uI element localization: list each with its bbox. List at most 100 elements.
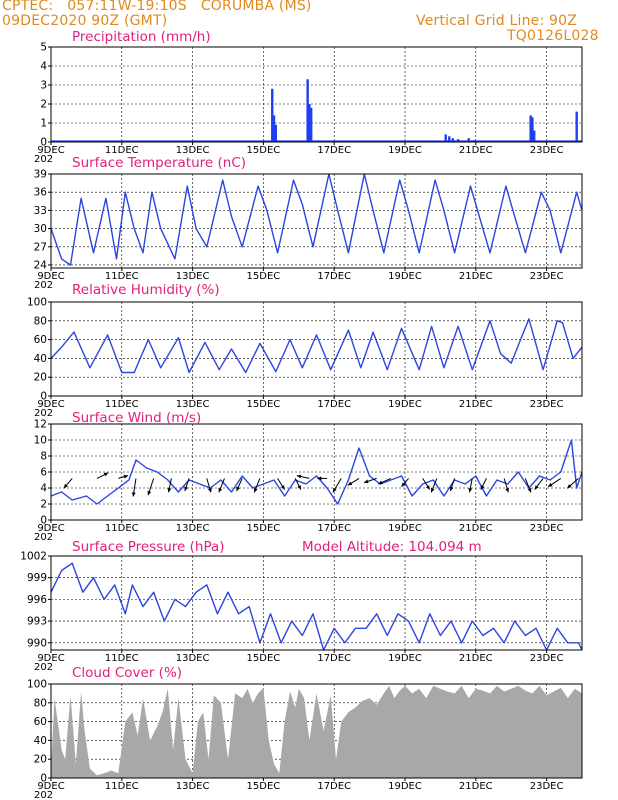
rh-ytick-label: 20	[34, 372, 47, 384]
temp-xtick-cut-label: 202	[34, 280, 53, 291]
precip-bar	[533, 130, 536, 142]
temp-ytick-label: 39	[34, 169, 47, 181]
pres-line	[50, 562, 583, 651]
precip-bar	[306, 79, 309, 142]
cloud-ytick-label: 0	[40, 773, 47, 785]
wind-line	[50, 439, 583, 505]
wind-xtick-label: 17DEC	[317, 523, 351, 534]
wind-arrow-head	[468, 488, 473, 493]
cloud-ytick-label: 60	[34, 716, 47, 728]
pres-frame	[50, 555, 583, 651]
rh-xtick-label: 17DEC	[317, 399, 351, 410]
rh-xtick-label: 23DEC	[530, 399, 564, 410]
precip-bar	[271, 88, 274, 142]
cloud-xtick-label: 19DEC	[388, 781, 422, 792]
rh-xtick-label: 11DEC	[105, 399, 139, 410]
temp-ytick-label: 24	[34, 259, 48, 271]
wind-arrow-head	[218, 487, 223, 493]
wind-arrow-head	[131, 492, 136, 497]
header-grid-line: Vertical Grid Line: 90Z	[416, 13, 578, 29]
cloud-xtick-label: 11DEC	[105, 781, 139, 792]
temp-ytick-label: 33	[34, 205, 47, 217]
precip-xtick-label: 21DEC	[459, 145, 493, 156]
wind-xtick-label: 11DEC	[105, 523, 139, 534]
precip-bar	[308, 104, 311, 142]
precip-xtick-label: 9DEC	[37, 145, 64, 156]
wind-arrow-head	[207, 488, 212, 493]
wind-xtick-label: 9DEC	[37, 523, 64, 534]
rh-xtick-label: 19DEC	[388, 399, 422, 410]
wind-title: Surface Wind (m/s)	[72, 410, 201, 426]
rh-ytick-label: 100	[27, 297, 47, 309]
pres-xtick-label: 13DEC	[176, 653, 210, 664]
pres-subtitle: Model Altitude: 104.094 m	[302, 539, 482, 555]
cloud-xtick-label: 21DEC	[459, 781, 493, 792]
precip-ytick-label: 5	[40, 42, 47, 54]
pres-xtick-label: 9DEC	[37, 653, 64, 664]
pres-xtick-label: 17DEC	[317, 653, 351, 664]
temp-xtick-label: 17DEC	[317, 271, 351, 282]
wind-arrow-head	[103, 472, 109, 477]
cloud-area	[51, 685, 582, 778]
wind-arrow-head	[296, 474, 302, 479]
wind-arrow-head	[505, 488, 509, 493]
header-station: CPTEC: 057:11W-19:10S CORUMBA (MS)	[2, 0, 312, 14]
wind-arrow-head	[401, 482, 406, 487]
pres-ytick-label: 999	[27, 572, 47, 584]
precip-ytick-label: 0	[40, 137, 47, 149]
precip-ytick-label: 1	[40, 118, 47, 130]
cloud-ytick-label: 40	[34, 735, 47, 747]
cloud-ytick-label: 80	[34, 697, 47, 709]
precip-ytick-label: 2	[40, 99, 47, 111]
temp-frame	[50, 173, 583, 269]
cloud-frame	[50, 683, 583, 779]
cloud-xtick-label: 9DEC	[37, 781, 64, 792]
rh-xtick-label: 13DEC	[176, 399, 210, 410]
precip-bar	[309, 107, 313, 142]
precip-frame	[50, 46, 583, 143]
wind-arrow-head	[63, 483, 68, 489]
wind-xtick-label: 19DEC	[388, 523, 422, 534]
rh-xtick-cut-label: 202	[34, 408, 53, 419]
wind-arrow-head	[297, 485, 301, 490]
precip-bar	[451, 138, 454, 142]
wind-arrow-head	[425, 485, 430, 490]
wind-ytick-label: 4	[40, 483, 47, 495]
temp-xtick-label: 11DEC	[105, 271, 139, 282]
precip-title: Precipitation (mm/h)	[72, 29, 211, 45]
wind-arrow-head	[364, 479, 369, 484]
precip-bar	[444, 134, 447, 142]
wind-arrow-head	[347, 481, 353, 486]
wind-arrow-head	[449, 486, 454, 491]
temp-title: Surface Temperature (nC)	[72, 155, 246, 171]
pres-ytick-label: 990	[27, 637, 47, 649]
pres-ytick-label: 993	[27, 616, 47, 628]
pres-xtick-label: 21DEC	[459, 653, 493, 664]
pres-xtick-cut-label: 202	[34, 662, 53, 673]
precip-xtick-label: 11DEC	[105, 145, 139, 156]
wind-arrow-head	[534, 485, 539, 490]
rh-xtick-label: 15DEC	[247, 399, 281, 410]
wind-arrow-head	[548, 482, 553, 487]
temp-xtick-label: 13DEC	[176, 271, 210, 282]
precip-bar	[531, 117, 534, 142]
wind-arrow-head	[123, 474, 129, 479]
precip-xtick-label: 23DEC	[530, 145, 564, 156]
precip-bar	[274, 124, 277, 142]
wind-xtick-label: 23DEC	[530, 523, 564, 534]
wind-arrow-head	[184, 486, 188, 491]
rh-ytick-label: 80	[34, 315, 47, 327]
cloud-ytick-label: 100	[27, 679, 47, 691]
cloud-xtick-label: 15DEC	[247, 781, 281, 792]
cloud-xtick-cut-label: 202	[34, 790, 53, 800]
temp-xtick-label: 15DEC	[247, 271, 281, 282]
wind-arrow-head	[236, 486, 240, 491]
temp-line	[50, 173, 583, 266]
wind-ytick-label: 10	[34, 435, 47, 447]
pres-title: Surface Pressure (hPa)	[72, 539, 225, 555]
header-run-date: 09DEC2020 90Z (GMT)	[2, 13, 168, 29]
wind-arrow-head	[567, 484, 572, 489]
wind-ytick-label: 12	[34, 419, 47, 431]
precip-xtick-cut-label: 202	[34, 154, 53, 165]
rh-frame	[50, 301, 583, 397]
